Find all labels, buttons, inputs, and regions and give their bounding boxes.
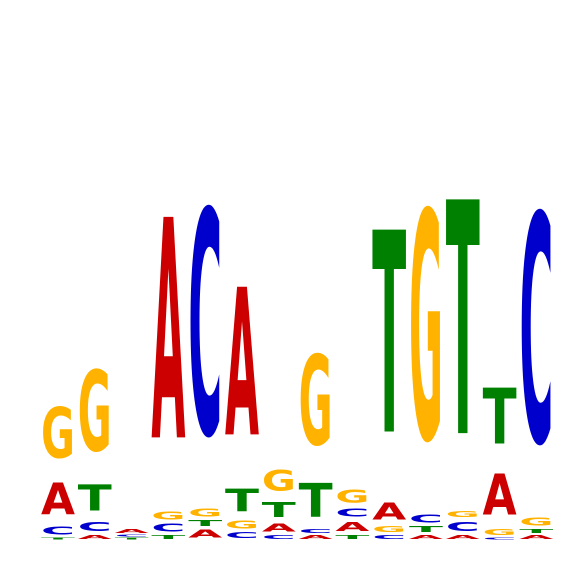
logo-letter: T (262, 498, 296, 522)
logo-letter: G (409, 148, 443, 513)
logo-letter: T (335, 534, 369, 540)
logo-letter: C (115, 534, 149, 537)
logo-letter: G (335, 486, 369, 507)
logo-letter: T (151, 534, 185, 540)
logo-letter: C (299, 528, 333, 534)
logo-letter: T (299, 475, 333, 529)
logo-letter: T (519, 528, 553, 534)
logo-letter: G (225, 519, 259, 531)
logo-letter: A (151, 156, 185, 509)
logo-letter: T (115, 537, 149, 540)
logo-letter: C (483, 537, 517, 540)
logo-letter: C (446, 519, 480, 534)
logo-columns: TCAGACTGTCATCGAATGCCGTACATGACTGTACGCGATA… (41, 137, 555, 540)
logo-letter: T (372, 174, 406, 497)
logo-letter: A (262, 522, 296, 534)
logo-letter: G (372, 525, 406, 534)
logo-letter: C (225, 531, 259, 540)
logo-letter: T (446, 137, 480, 510)
logo-letter: A (335, 519, 369, 534)
logo-letter: A (446, 534, 481, 540)
logo-letter: A (483, 462, 517, 528)
logo-letter: C (519, 150, 553, 515)
logo-letter: C (78, 519, 112, 534)
logo-letter: A (519, 534, 554, 540)
logo-letter: A (409, 534, 444, 540)
logo-letter: G (188, 507, 222, 519)
logo-letter: T (188, 519, 223, 528)
logo-letter: C (188, 148, 222, 506)
logo-letter: C (372, 534, 406, 540)
logo-letter: G (299, 331, 333, 474)
logo-letter: G (78, 349, 112, 477)
logo-letter: C (41, 525, 75, 537)
logo-letter: T (41, 537, 75, 540)
logo-letter: C (151, 522, 185, 534)
logo-letter: G (41, 394, 75, 474)
logo-letter: G (151, 510, 185, 522)
logo-letter: T (225, 483, 260, 519)
logo-letter: C (335, 507, 369, 519)
logo-letter: C (262, 534, 296, 540)
logo-letter: A (299, 534, 334, 540)
logo-letter: A (188, 528, 222, 540)
logo-letter: G (446, 510, 480, 519)
logo-letter: T (78, 478, 112, 519)
logo-letter: A (78, 534, 113, 540)
logo-letter: T (409, 525, 444, 534)
logo-letter: G (262, 466, 296, 499)
logo-letter: A (225, 246, 259, 482)
logo-letter: A (115, 528, 150, 534)
logo-letter: A (372, 498, 406, 525)
logo-letter: A (41, 475, 75, 526)
logo-letter: T (483, 374, 517, 463)
logo-letter: G (519, 516, 553, 528)
logo-position-3: TCA (115, 528, 150, 540)
logo-letter: G (483, 528, 517, 537)
logo-letter: C (409, 513, 443, 525)
